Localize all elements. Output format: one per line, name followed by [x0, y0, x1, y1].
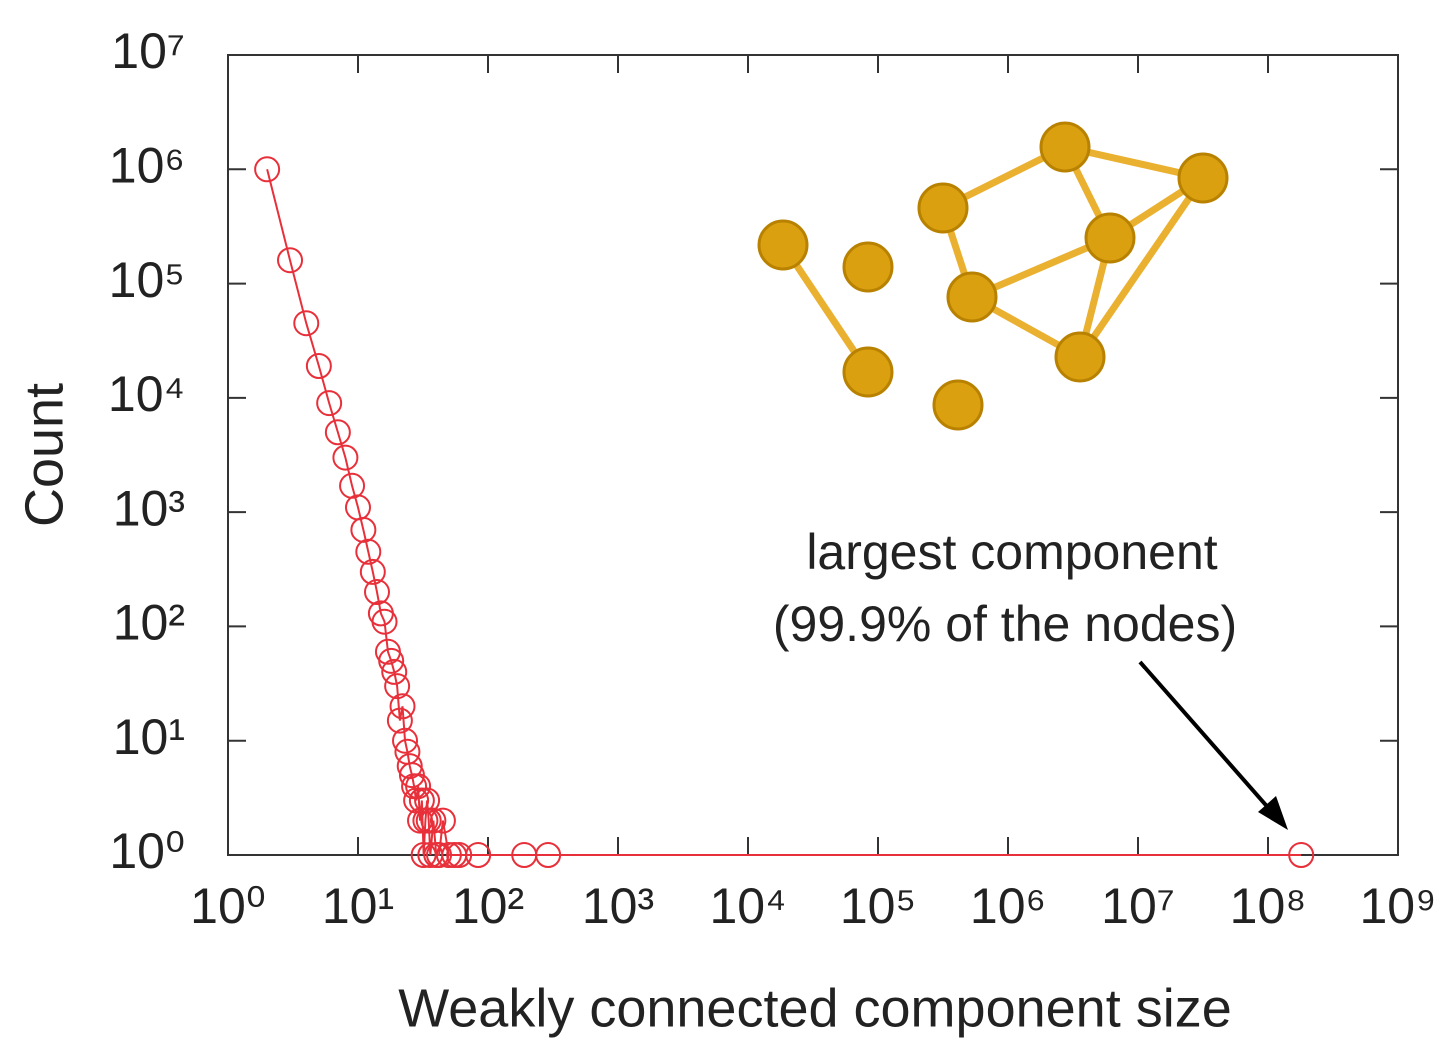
x-tick-label: 10⁵ [840, 878, 916, 934]
y-tick-label: 10³ [113, 480, 185, 536]
chart: largest component (99.9% of the nodes) W… [0, 0, 1453, 1048]
y-tick-label: 10⁵ [109, 252, 185, 308]
y-tick-label: 10⁴ [108, 366, 185, 422]
annotation-arrow [1140, 662, 1288, 830]
y-tick-label: 10⁰ [109, 823, 185, 879]
data-line [267, 169, 1301, 855]
y-tick-label: 10⁷ [111, 23, 185, 79]
x-tick-label: 10³ [582, 878, 654, 934]
x-tick-label: 10¹ [322, 878, 394, 934]
x-tick-label: 10⁹ [1359, 878, 1436, 934]
x-axis-label: Weakly connected component size [398, 978, 1231, 1038]
annotation: (99.9% of the nodes) [773, 596, 1237, 652]
y-tick-label: 10² [113, 595, 185, 651]
network-illustration [759, 123, 1227, 429]
x-tick-label: 10² [452, 878, 524, 934]
y-tick-label: 10¹ [113, 709, 185, 765]
x-tick-label: 10⁶ [970, 878, 1046, 934]
y-tick-label: 10⁶ [109, 137, 185, 193]
x-tick-label: 10⁷ [1101, 878, 1175, 934]
x-tick-label: 10⁸ [1230, 878, 1307, 934]
annotation: largest component [806, 524, 1217, 580]
x-tick-label: 10⁴ [709, 878, 786, 934]
y-axis-label: Count [14, 383, 74, 527]
x-tick-label: 10⁰ [190, 878, 266, 934]
